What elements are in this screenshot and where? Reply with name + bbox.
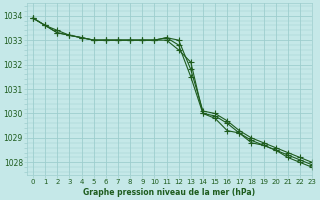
X-axis label: Graphe pression niveau de la mer (hPa): Graphe pression niveau de la mer (hPa) <box>84 188 256 197</box>
